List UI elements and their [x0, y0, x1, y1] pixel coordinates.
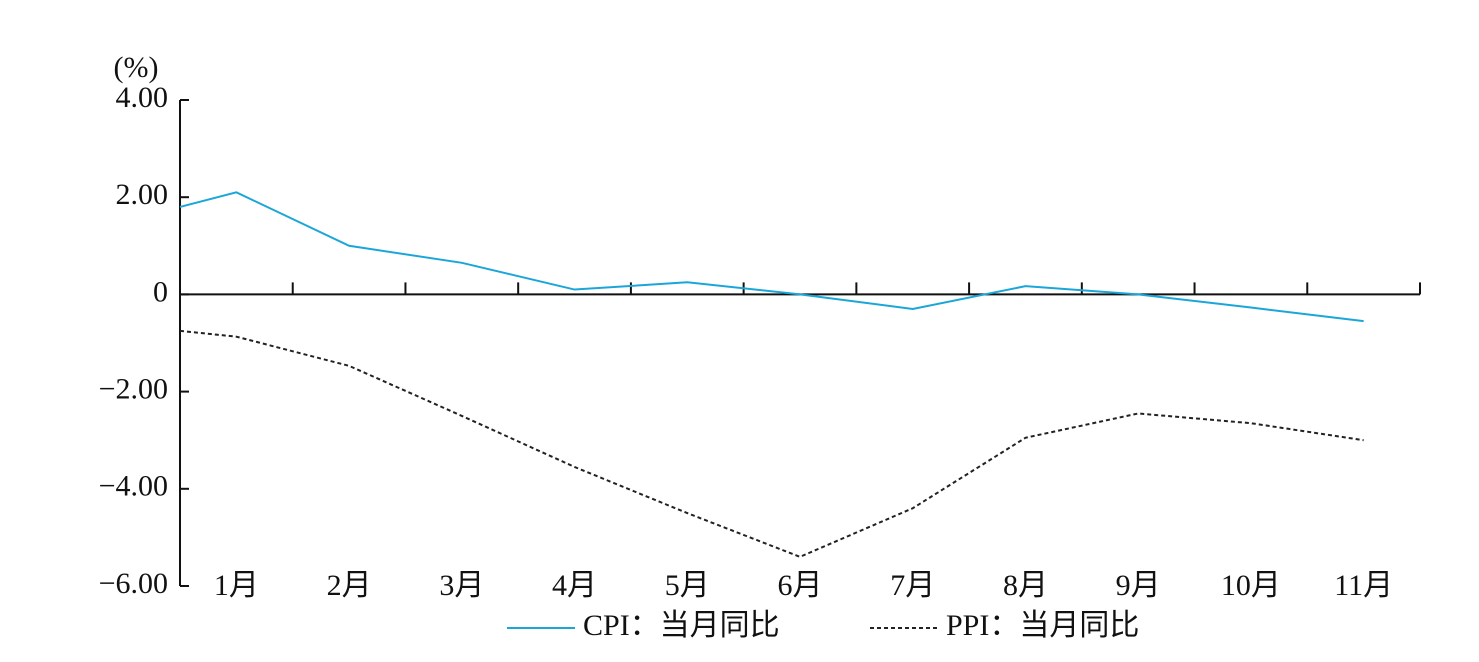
x-tick-label: 4月 — [552, 569, 597, 602]
y-tick-label: −2.00 — [99, 372, 168, 405]
y-tick-label: −6.00 — [99, 567, 168, 600]
x-tick-label: 3月 — [439, 569, 484, 602]
x-tick-label: 8月 — [1003, 569, 1048, 602]
x-tick-label: 9月 — [1116, 569, 1161, 602]
legend-label: CPI：当月同比 — [583, 609, 780, 642]
x-tick-label: 5月 — [665, 569, 710, 602]
series-line — [179, 191, 1364, 323]
y-tick-label: 2.00 — [116, 178, 169, 211]
x-tick-label: 1月 — [214, 569, 259, 602]
x-tick-label: 6月 — [778, 569, 823, 602]
y-tick-label: 4.00 — [116, 81, 169, 114]
x-tick-label: 11月 — [1334, 569, 1393, 602]
y-axis-label: (%) — [114, 51, 159, 84]
y-tick-label: 0 — [153, 275, 168, 308]
series-line — [179, 329, 1364, 558]
x-tick-label: 10月 — [1221, 569, 1281, 602]
x-tick-label: 7月 — [890, 569, 935, 602]
y-tick-label: −4.00 — [99, 470, 168, 503]
legend-label: PPI：当月同比 — [946, 609, 1139, 642]
x-tick-label: 2月 — [327, 569, 372, 602]
